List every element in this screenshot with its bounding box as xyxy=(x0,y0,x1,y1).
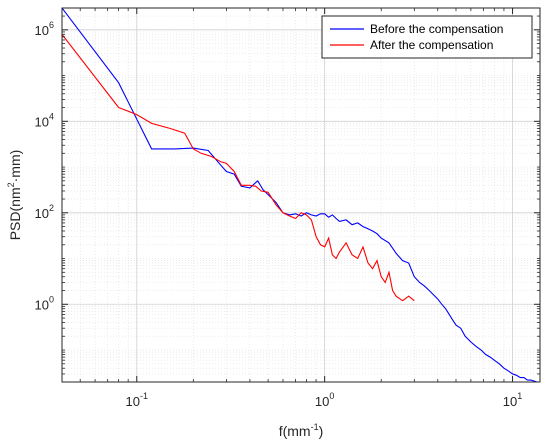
x-tick-label: 101 xyxy=(503,391,522,409)
legend: Before the compensation After the compen… xyxy=(321,15,533,59)
legend-entry-after: After the compensation xyxy=(370,38,493,52)
series-line-before xyxy=(62,8,540,382)
major-grid xyxy=(62,8,540,382)
y-axis-label: PSD(nm2·mm) xyxy=(6,150,23,241)
y-tick-label: 106 xyxy=(35,20,54,38)
y-tick-label: 104 xyxy=(35,111,54,129)
plot-area xyxy=(62,8,540,382)
legend-entry-before: Before the compensation xyxy=(370,22,503,36)
y-tick-label: 102 xyxy=(35,203,54,221)
series-line-after xyxy=(62,33,415,302)
series-layer xyxy=(62,8,540,382)
x-tick-label: 100 xyxy=(315,391,334,409)
plot-frame xyxy=(61,7,541,383)
y-tick-label: 100 xyxy=(35,294,54,312)
ticks-layer xyxy=(61,7,540,383)
x-tick-label: 10-1 xyxy=(126,391,148,409)
x-axis-label: f(mm-1) xyxy=(279,422,324,439)
tick-labels-layer: 10-1 100 101 100 102 104 106 xyxy=(35,20,523,409)
legend-box xyxy=(321,15,533,59)
